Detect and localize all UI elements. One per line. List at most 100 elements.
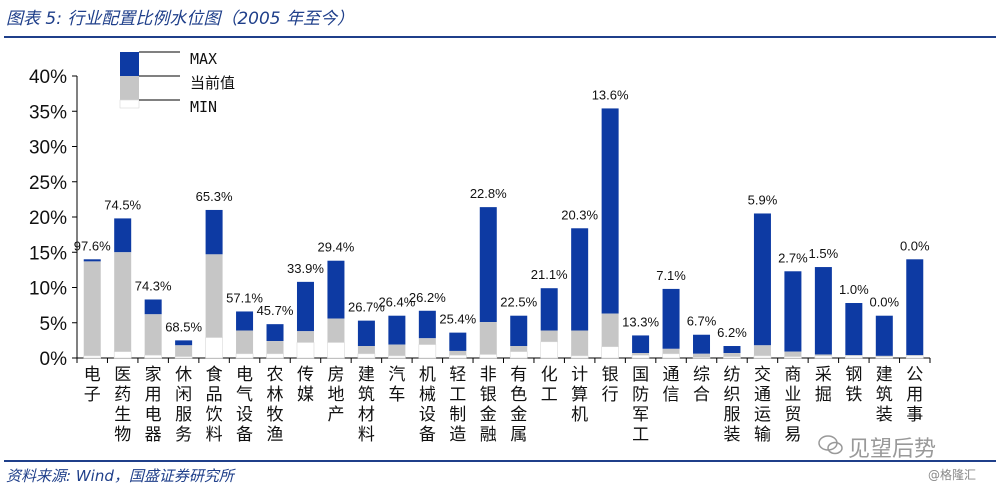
category-label: 地 bbox=[327, 385, 344, 405]
category-label: 交 bbox=[754, 365, 771, 385]
category-label: 国 bbox=[632, 365, 649, 385]
percentile-label: 45.7% bbox=[257, 303, 294, 318]
bar-current-segment bbox=[266, 341, 284, 354]
bar-current-segment bbox=[814, 354, 832, 356]
category-label: 务 bbox=[175, 425, 192, 445]
bar-current-segment bbox=[357, 346, 375, 354]
bar-min-segment bbox=[449, 354, 467, 359]
bar-current-segment bbox=[418, 338, 436, 345]
bar-current-segment bbox=[510, 346, 528, 352]
bar-current-segment bbox=[662, 348, 680, 354]
percentile-label: 26.7% bbox=[348, 300, 385, 315]
bar-current-segment bbox=[175, 345, 193, 357]
percentile-label: 29.4% bbox=[318, 240, 355, 255]
category-label: 轻 bbox=[449, 365, 466, 385]
category-label: 备 bbox=[419, 425, 436, 445]
bar-min-segment bbox=[479, 354, 498, 359]
bar-max-segment bbox=[723, 346, 741, 354]
category-label: 产 bbox=[327, 405, 344, 425]
category-label: 渔 bbox=[267, 425, 284, 445]
legend-label: MIN bbox=[190, 98, 217, 116]
bar-min-segment bbox=[235, 353, 254, 359]
category-label: 有 bbox=[510, 365, 527, 385]
percentile-label: 6.2% bbox=[717, 325, 747, 340]
bar-max-segment bbox=[114, 218, 132, 253]
category-label: 车 bbox=[388, 385, 405, 405]
bar-min-segment bbox=[144, 354, 162, 359]
category-label: 料 bbox=[358, 425, 375, 445]
percentile-label: 57.1% bbox=[226, 290, 263, 305]
bar-min-segment bbox=[570, 355, 589, 359]
bar-min-segment bbox=[845, 355, 863, 359]
category-label: 子 bbox=[84, 385, 101, 405]
bar-min-segment bbox=[875, 356, 894, 359]
top-rule bbox=[4, 36, 996, 38]
percentile-label: 21.1% bbox=[531, 267, 568, 282]
bar-min-segment bbox=[83, 355, 102, 359]
category-label: 运 bbox=[754, 405, 771, 425]
category-label: 牧 bbox=[267, 405, 284, 425]
category-label: 银 bbox=[480, 385, 497, 405]
bar-max-segment bbox=[875, 315, 893, 356]
category-label: 休 bbox=[175, 365, 192, 385]
category-label: 掘 bbox=[815, 385, 832, 405]
category-label: 纺 bbox=[723, 365, 740, 385]
bar-current-segment bbox=[571, 330, 589, 356]
bar-min-segment bbox=[662, 353, 680, 359]
percentile-label: 22.5% bbox=[500, 295, 537, 310]
category-label: 非 bbox=[480, 365, 497, 385]
bar-current-segment bbox=[601, 313, 619, 347]
bar-min-segment bbox=[723, 356, 741, 359]
category-label: 电 bbox=[236, 365, 253, 385]
category-label: 汽 bbox=[388, 365, 405, 385]
category-label: 银 bbox=[602, 365, 619, 385]
category-label: 传 bbox=[297, 365, 314, 385]
bar-max-segment bbox=[479, 207, 497, 323]
percentile-label: 1.0% bbox=[839, 282, 869, 297]
bar-max-segment bbox=[449, 332, 467, 351]
category-label: 防 bbox=[632, 385, 649, 405]
category-label: 设 bbox=[419, 405, 436, 425]
percentile-label: 20.3% bbox=[561, 207, 598, 222]
category-label: 工 bbox=[541, 385, 558, 405]
category-label: 房 bbox=[327, 365, 344, 385]
bar-min-segment bbox=[266, 353, 284, 359]
category-label: 建 bbox=[358, 365, 375, 385]
y-tick-label: 0% bbox=[40, 349, 68, 370]
category-label: 气 bbox=[236, 385, 253, 405]
category-label: 料 bbox=[206, 425, 223, 445]
category-label: 商 bbox=[784, 365, 801, 385]
bar-current-segment bbox=[479, 322, 497, 355]
bar-current-segment bbox=[83, 261, 101, 356]
percentile-label: 5.9% bbox=[748, 192, 778, 207]
bar-min-segment bbox=[753, 355, 772, 359]
bar-min-segment bbox=[174, 356, 193, 359]
category-label: 药 bbox=[114, 385, 131, 405]
percentile-label: 2.7% bbox=[778, 250, 808, 265]
bar-current-segment bbox=[144, 314, 162, 356]
percentile-label: 0.0% bbox=[869, 295, 899, 310]
y-tick-label: 30% bbox=[29, 138, 67, 159]
category-label: 融 bbox=[480, 425, 497, 445]
bar-max-segment bbox=[814, 267, 832, 355]
category-label: 算 bbox=[571, 385, 588, 405]
category-label: 行 bbox=[602, 385, 619, 405]
category-label: 制 bbox=[449, 405, 466, 425]
category-label: 装 bbox=[876, 405, 893, 425]
bar-max-segment bbox=[693, 334, 711, 354]
bar-max-segment bbox=[388, 315, 406, 345]
bar-max-segment bbox=[205, 209, 223, 255]
y-tick-label: 35% bbox=[29, 102, 67, 123]
bar-min-segment bbox=[418, 344, 437, 359]
bar-max-segment bbox=[906, 259, 924, 356]
category-label: 工 bbox=[449, 385, 466, 405]
percentile-label: 22.8% bbox=[470, 186, 507, 201]
category-label: 铁 bbox=[845, 385, 862, 405]
watermark-sub: @格隆汇 bbox=[928, 468, 977, 482]
bar-min-segment bbox=[814, 355, 833, 359]
category-label: 业 bbox=[784, 385, 801, 405]
y-tick-label: 25% bbox=[29, 173, 67, 194]
bar-max-segment bbox=[662, 288, 680, 349]
bar-current-segment bbox=[205, 254, 223, 338]
category-label: 机 bbox=[419, 365, 436, 385]
